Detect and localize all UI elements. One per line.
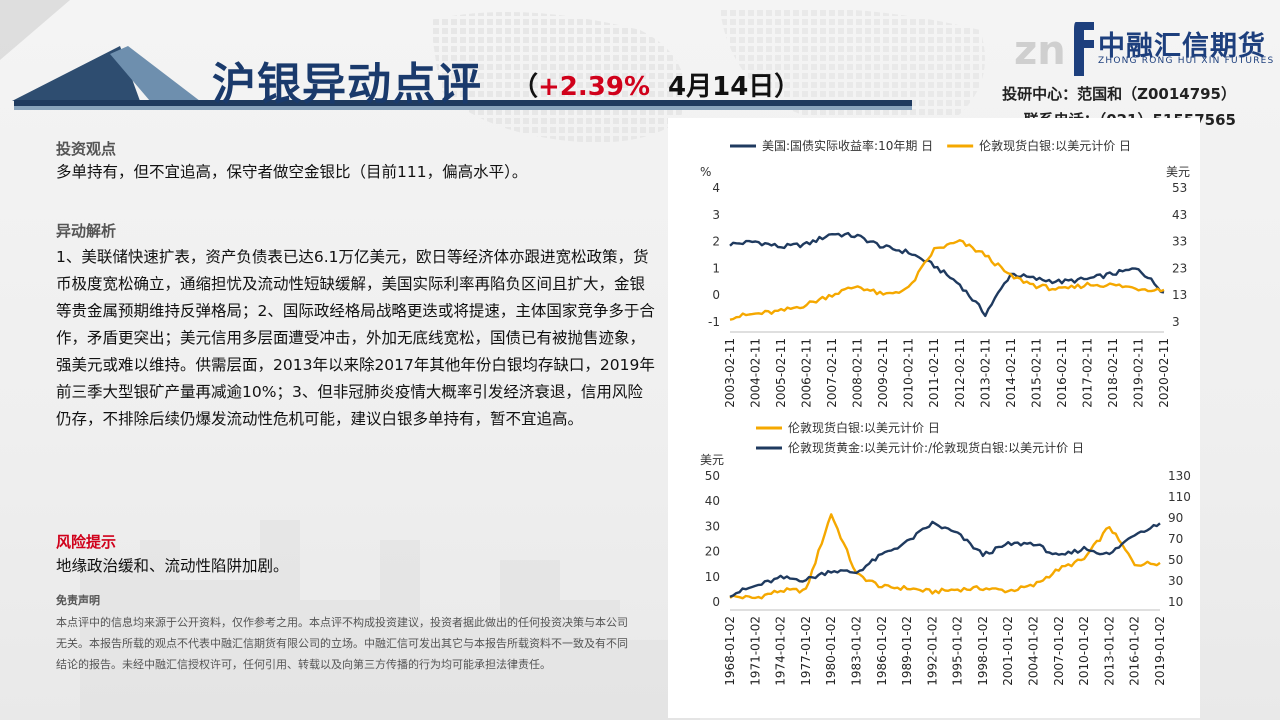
y-left-tick: 50 (705, 469, 720, 483)
x-tick-label: 2012-02-11 (953, 338, 967, 408)
y-left-tick: 2 (712, 235, 720, 249)
x-tick-label: 2007-02-11 (825, 338, 839, 408)
series-line (729, 520, 1161, 598)
y-left-unit: 美元 (700, 453, 724, 467)
x-tick-label: 1974-01-02 (774, 616, 788, 686)
disclaimer-text: 本点评中的信息均来源于公开资料，仅作参考之用。本点评不构成投资建议，投资者据此做… (56, 616, 628, 671)
x-tick-label: 1971-01-02 (748, 616, 762, 686)
x-tick-label: 1992-01-02 (925, 616, 939, 686)
page-title: 沪银异动点评 (212, 59, 482, 110)
y-right-tick: 130 (1168, 469, 1191, 483)
x-tick-label: 2008-02-11 (851, 338, 865, 408)
analysis-heading: 异动解析 (56, 222, 117, 240)
x-tick-label: 1980-01-02 (824, 616, 838, 686)
x-tick-label: 2006-02-11 (800, 338, 814, 408)
x-tick-label: 2010-02-11 (902, 338, 916, 408)
x-tick-label: 2004-01-02 (1027, 616, 1041, 686)
x-tick-label: 2017-02-11 (1080, 338, 1094, 408)
x-tick-label: 2010-01-02 (1077, 616, 1091, 686)
x-tick-label: 2016-02-11 (1055, 338, 1069, 408)
y-left-tick: 0 (712, 595, 720, 609)
company-name: 中融汇信期货 (1098, 31, 1266, 62)
series-line (729, 231, 1165, 318)
y-right-tick: 30 (1168, 574, 1183, 588)
y-left-tick: 10 (705, 570, 720, 584)
x-tick-label: 2007-01-02 (1052, 616, 1066, 686)
y-right-tick: 70 (1168, 532, 1183, 546)
y-left-tick: -1 (708, 315, 720, 329)
report-date: 4月14日 (668, 72, 775, 102)
disclaimer-heading: 免责声明 (56, 594, 100, 607)
x-tick-label: 2013-02-11 (978, 338, 992, 408)
y-right-tick: 53 (1172, 181, 1187, 195)
y-left-tick: 3 (712, 208, 720, 222)
y-right-tick: 13 (1172, 288, 1187, 302)
chart-real-yield-vs-silver: 美国:国债实际收益率:10年期 日伦敦现货白银:以美元计价 日% 美元43210-… (700, 138, 1190, 408)
contact-researcher: 投研中心：范国和（Z0014795） (1002, 85, 1236, 103)
y-right-tick: 43 (1172, 208, 1187, 222)
risk-heading: 风险提示 (56, 533, 117, 551)
y-left-tick: 20 (705, 545, 720, 559)
x-tick-label: 2019-02-11 (1131, 338, 1145, 408)
y-left-unit: % (700, 165, 711, 179)
title-subtitle: （+2.39% 4月14日） (512, 66, 800, 103)
x-tick-label: 2015-02-11 (1029, 338, 1043, 408)
x-tick-label: 1989-01-02 (900, 616, 914, 686)
chart-silver-vs-gold-silver-ratio: 伦敦现货白银:以美元计价 日伦敦现货黄金:以美元计价:/伦敦现货白银:以美元计价… (700, 420, 1191, 686)
svg-text:zn: zn (1014, 28, 1066, 74)
x-tick-label: 2003-02-11 (723, 338, 737, 408)
chart-panel (668, 118, 1200, 718)
company-logo-icon: zn (1014, 22, 1094, 76)
header-band (0, 0, 912, 110)
x-tick-label: 2005-02-11 (774, 338, 788, 408)
x-tick-label: 1986-01-02 (875, 616, 889, 686)
x-tick-label: 2014-02-11 (1004, 338, 1018, 408)
legend-label: 美国:国债实际收益率:10年期 日 (762, 138, 933, 153)
y-right-tick: 50 (1168, 553, 1183, 567)
change-percent: +2.39% (538, 72, 651, 102)
paren-open: （ (512, 72, 539, 102)
view-heading: 投资观点 (56, 140, 117, 158)
x-tick-label: 2019-01-02 (1153, 616, 1167, 686)
x-tick-label: 1995-01-02 (951, 616, 965, 686)
y-right-tick: 23 (1172, 261, 1187, 275)
x-tick-label: 1998-01-02 (976, 616, 990, 686)
y-right-tick: 10 (1168, 595, 1183, 609)
view-text: 多单持有，但不宜追高，保守者做空金银比（目前111，偏高水平）。 (56, 163, 528, 181)
series-line (729, 238, 1165, 321)
x-tick-label: 2018-02-11 (1106, 338, 1120, 408)
paren-close: ） (774, 72, 801, 102)
y-right-tick: 3 (1172, 315, 1180, 329)
x-tick-label: 2004-02-11 (749, 338, 763, 408)
legend-label: 伦敦现货白银:以美元计价 日 (979, 138, 1131, 153)
analysis-text: 1、美联储快速扩表，资产负债表已达6.1万亿美元，欧日等经济体亦跟进宽松政策，货… (56, 248, 655, 428)
x-tick-label: 1977-01-02 (799, 616, 813, 686)
y-left-tick: 1 (712, 261, 720, 275)
legend-label: 伦敦现货白银:以美元计价 日 (788, 420, 940, 435)
y-left-tick: 0 (712, 288, 720, 302)
x-tick-label: 2013-01-02 (1102, 616, 1116, 686)
x-tick-label: 1983-01-02 (849, 616, 863, 686)
y-left-tick: 4 (712, 181, 720, 195)
y-left-tick: 30 (705, 519, 720, 533)
x-tick-label: 2009-02-11 (876, 338, 890, 408)
legend-label: 伦敦现货黄金:以美元计价:/伦敦现货白银:以美元计价 日 (788, 440, 1084, 455)
y-left-tick: 40 (705, 494, 720, 508)
x-tick-label: 1968-01-02 (723, 616, 737, 686)
y-right-tick: 33 (1172, 235, 1187, 249)
x-tick-label: 2001-01-02 (1001, 616, 1015, 686)
x-tick-label: 2020-02-11 (1157, 338, 1171, 408)
risk-text: 地缘政治缓和、流动性陷阱加剧。 (56, 557, 289, 575)
company-name-english: ZHONG RONG HUI XIN FUTURES (1098, 56, 1275, 66)
y-right-tick: 90 (1168, 511, 1183, 525)
y-right-tick: 110 (1168, 490, 1191, 504)
series-line (729, 513, 1161, 600)
x-tick-label: 2016-01-02 (1128, 616, 1142, 686)
x-tick-label: 2011-02-11 (927, 338, 941, 408)
y-right-unit: 美元 (1166, 165, 1190, 179)
